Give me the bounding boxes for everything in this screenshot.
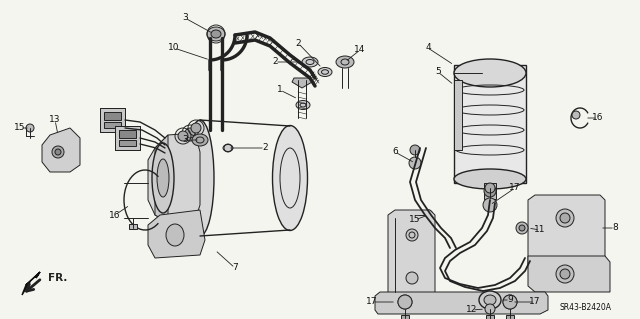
Circle shape <box>484 185 496 197</box>
Text: 14: 14 <box>355 46 365 55</box>
Polygon shape <box>454 80 462 150</box>
Polygon shape <box>155 135 168 222</box>
Circle shape <box>409 157 421 169</box>
Text: 17: 17 <box>366 298 378 307</box>
Circle shape <box>406 229 418 241</box>
Text: 8: 8 <box>612 224 618 233</box>
Polygon shape <box>148 210 205 258</box>
Text: 2: 2 <box>295 39 301 48</box>
Polygon shape <box>375 292 548 314</box>
Ellipse shape <box>296 100 310 109</box>
Text: 16: 16 <box>592 114 604 122</box>
Circle shape <box>556 209 574 227</box>
Ellipse shape <box>318 68 332 77</box>
Text: 3: 3 <box>182 13 188 23</box>
Circle shape <box>423 210 433 220</box>
Ellipse shape <box>152 143 174 213</box>
Polygon shape <box>528 256 610 292</box>
Text: 2: 2 <box>262 144 268 152</box>
Text: 6: 6 <box>392 147 398 157</box>
Bar <box>401 315 409 319</box>
Circle shape <box>560 213 570 223</box>
Ellipse shape <box>273 125 307 231</box>
Ellipse shape <box>223 145 233 152</box>
Text: 9: 9 <box>507 295 513 305</box>
Bar <box>484 183 496 199</box>
Text: 2: 2 <box>272 57 278 66</box>
Text: FR.: FR. <box>48 273 67 283</box>
Circle shape <box>503 295 517 309</box>
Circle shape <box>178 131 188 141</box>
Circle shape <box>572 111 580 119</box>
Text: 1: 1 <box>277 85 283 94</box>
Polygon shape <box>148 133 200 222</box>
Text: 15: 15 <box>14 123 26 132</box>
Circle shape <box>556 265 574 283</box>
Circle shape <box>516 222 528 234</box>
Circle shape <box>485 304 495 314</box>
Ellipse shape <box>186 120 214 236</box>
Ellipse shape <box>192 134 208 146</box>
Polygon shape <box>528 195 605 274</box>
Bar <box>486 315 494 319</box>
Polygon shape <box>22 272 40 295</box>
Bar <box>104 112 121 120</box>
Ellipse shape <box>454 169 526 189</box>
Text: 17: 17 <box>529 298 541 307</box>
Ellipse shape <box>166 224 184 246</box>
Ellipse shape <box>211 30 221 38</box>
Circle shape <box>52 146 64 158</box>
Bar <box>100 108 125 132</box>
Text: 3: 3 <box>182 136 188 145</box>
Polygon shape <box>42 128 80 172</box>
Text: 11: 11 <box>534 226 546 234</box>
Text: 5: 5 <box>435 68 441 77</box>
Circle shape <box>410 145 420 155</box>
Circle shape <box>55 149 61 155</box>
Circle shape <box>483 198 497 212</box>
Circle shape <box>560 269 570 279</box>
Polygon shape <box>100 108 125 132</box>
Bar <box>119 130 136 138</box>
Text: SR43-B2420A: SR43-B2420A <box>560 303 612 313</box>
Circle shape <box>191 123 201 133</box>
Bar <box>129 224 137 229</box>
Ellipse shape <box>157 159 169 197</box>
Text: 10: 10 <box>168 43 180 53</box>
Circle shape <box>485 183 495 193</box>
Bar <box>119 140 136 146</box>
Ellipse shape <box>336 56 354 68</box>
Bar <box>454 65 526 183</box>
Bar <box>115 126 140 150</box>
Polygon shape <box>115 126 140 150</box>
Circle shape <box>406 272 418 284</box>
Circle shape <box>398 295 412 309</box>
Circle shape <box>185 128 195 138</box>
Text: 7: 7 <box>232 263 238 272</box>
Bar <box>506 315 514 319</box>
Circle shape <box>519 225 525 231</box>
Ellipse shape <box>484 295 496 305</box>
Text: 15: 15 <box>409 216 420 225</box>
Bar <box>104 122 121 128</box>
Circle shape <box>26 124 34 132</box>
Circle shape <box>398 295 412 309</box>
Ellipse shape <box>479 291 501 309</box>
Text: 12: 12 <box>467 306 477 315</box>
Text: 4: 4 <box>425 43 431 53</box>
Text: 17: 17 <box>509 183 521 192</box>
Circle shape <box>503 295 517 309</box>
Text: 13: 13 <box>49 115 61 124</box>
Ellipse shape <box>207 27 225 41</box>
Polygon shape <box>292 78 312 88</box>
Text: 16: 16 <box>109 211 121 219</box>
Ellipse shape <box>454 59 526 87</box>
Polygon shape <box>388 210 435 300</box>
Ellipse shape <box>302 57 318 67</box>
